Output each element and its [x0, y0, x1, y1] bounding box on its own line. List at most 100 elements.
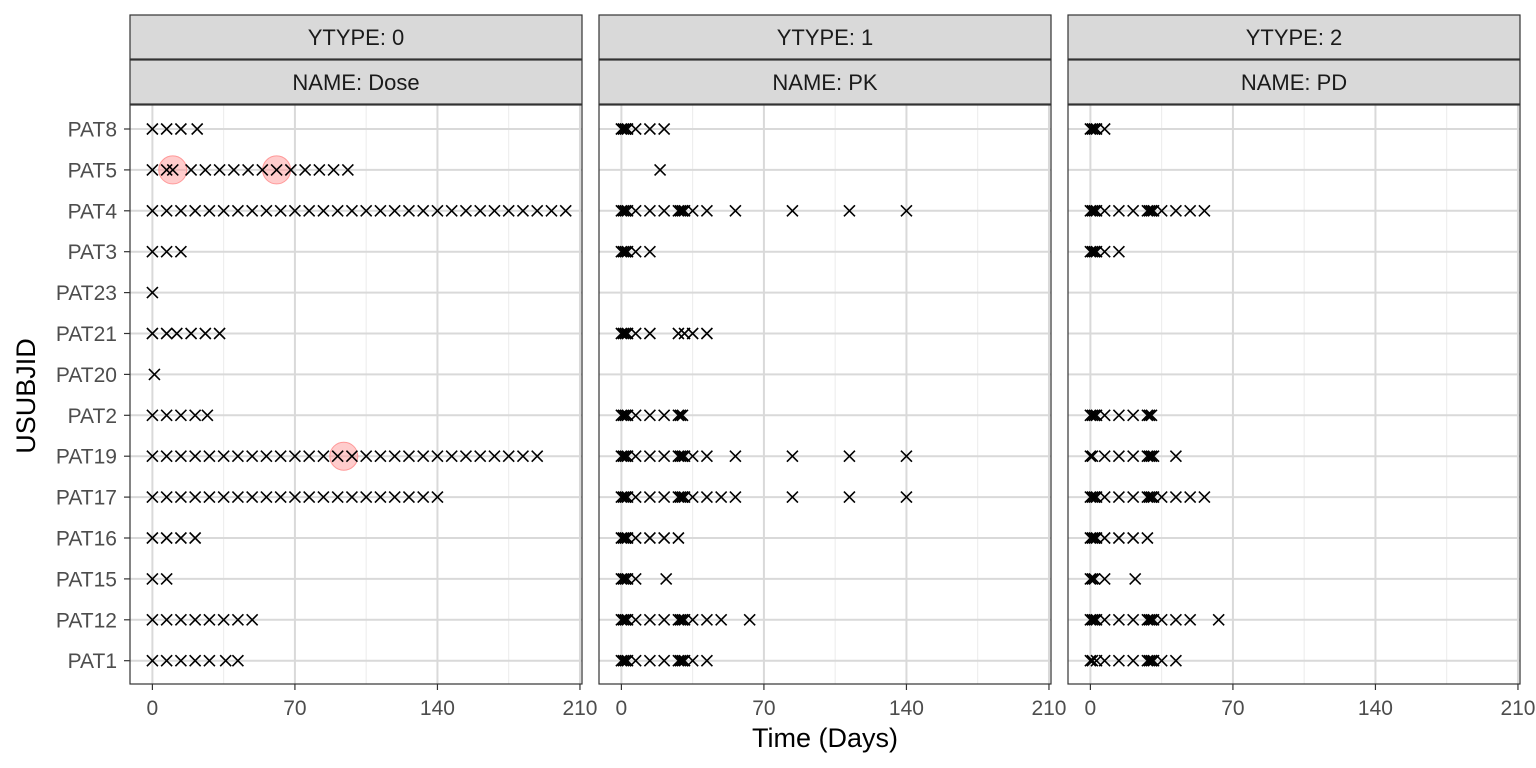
- data-point: [231, 204, 244, 217]
- data-point: [1143, 613, 1156, 626]
- data-point: [672, 531, 685, 545]
- data-point: [317, 491, 330, 504]
- data-point: [146, 327, 159, 340]
- data-point: [1127, 654, 1140, 667]
- data-point: [643, 204, 656, 217]
- data-point: [617, 327, 630, 340]
- data-point: [729, 491, 742, 504]
- data-point: [615, 409, 628, 422]
- data-point: [174, 122, 187, 136]
- data-point: [146, 409, 159, 422]
- data-point: [715, 491, 728, 504]
- data-point: [1088, 245, 1101, 258]
- data-point: [374, 491, 387, 504]
- data-point: [1086, 654, 1099, 667]
- data-point: [1088, 531, 1101, 545]
- panel-background: [1068, 105, 1520, 684]
- data-point: [516, 450, 530, 463]
- data-point: [146, 286, 159, 299]
- data-point: [402, 204, 416, 217]
- data-point: [1155, 204, 1168, 217]
- data-point: [317, 450, 330, 463]
- data-point: [658, 204, 671, 217]
- data-point: [1112, 409, 1125, 422]
- data-point: [488, 450, 501, 463]
- data-point: [1145, 409, 1158, 422]
- facet-panel: YTYPE: 0 NAME: Dose 0 70 140 210 PAT1 PAT12 PAT1…: [56, 14, 597, 720]
- x-tick-label: 0: [1085, 697, 1097, 720]
- data-point: [219, 654, 232, 667]
- data-point: [1098, 450, 1111, 463]
- highlight-marker: [329, 441, 359, 471]
- data-point: [331, 450, 344, 463]
- data-point: [1155, 613, 1168, 626]
- data-point: [431, 491, 444, 504]
- data-point: [700, 327, 713, 340]
- data-point: [488, 204, 501, 217]
- data-point: [1141, 491, 1154, 504]
- data-point: [288, 204, 301, 217]
- data-point: [674, 491, 687, 504]
- x-tick-label: 140: [1358, 697, 1393, 720]
- panel-border: [129, 104, 583, 685]
- data-point: [615, 531, 628, 545]
- data-point: [146, 572, 159, 585]
- data-point: [146, 204, 159, 217]
- data-point: [786, 204, 799, 217]
- data-point: [402, 491, 416, 504]
- data-point: [674, 613, 687, 626]
- facet-strip-top: [129, 14, 583, 60]
- data-point: [1086, 122, 1099, 136]
- data-point: [160, 450, 173, 463]
- data-point: [231, 654, 244, 667]
- y-tick-label: PAT21: [56, 323, 117, 346]
- data-point: [615, 654, 628, 667]
- data-point: [203, 654, 216, 667]
- data-point: [629, 531, 642, 545]
- data-point: [331, 204, 344, 217]
- data-point: [619, 491, 632, 504]
- data-point: [260, 450, 273, 463]
- data-point: [786, 450, 799, 463]
- data-point: [1098, 531, 1111, 545]
- data-point: [617, 122, 630, 136]
- data-point: [629, 450, 642, 463]
- data-point: [729, 204, 742, 217]
- data-point: [270, 163, 283, 176]
- data-point: [672, 327, 685, 340]
- data-point: [617, 572, 630, 585]
- data-point: [1086, 572, 1099, 585]
- data-point: [189, 450, 202, 463]
- y-tick-label: PAT8: [68, 119, 117, 142]
- data-point: [160, 491, 173, 504]
- data-point: [617, 654, 630, 667]
- data-point: [617, 409, 630, 422]
- data-point: [1088, 122, 1101, 136]
- data-point: [619, 245, 632, 258]
- data-point: [174, 491, 187, 504]
- data-point: [843, 450, 856, 463]
- data-point: [303, 450, 316, 463]
- y-tick-label: PAT4: [68, 200, 118, 223]
- data-point: [174, 450, 187, 463]
- data-point: [199, 163, 212, 176]
- data-point: [299, 163, 312, 176]
- y-tick-label: PAT16: [56, 528, 117, 551]
- data-point: [288, 450, 301, 463]
- data-point: [174, 654, 187, 667]
- data-point: [1127, 450, 1140, 463]
- data-point: [345, 491, 358, 504]
- data-point: [615, 122, 628, 136]
- data-point: [160, 327, 173, 340]
- data-point: [1145, 450, 1158, 463]
- data-point: [189, 654, 202, 667]
- data-point: [1088, 491, 1101, 504]
- data-point: [1169, 450, 1182, 463]
- data-point: [445, 204, 458, 217]
- y-tick-label: PAT3: [68, 241, 117, 264]
- data-point: [213, 327, 226, 340]
- data-point: [1143, 450, 1156, 463]
- data-point: [1127, 409, 1140, 422]
- data-point: [148, 368, 161, 381]
- x-tick-label: 140: [889, 697, 924, 720]
